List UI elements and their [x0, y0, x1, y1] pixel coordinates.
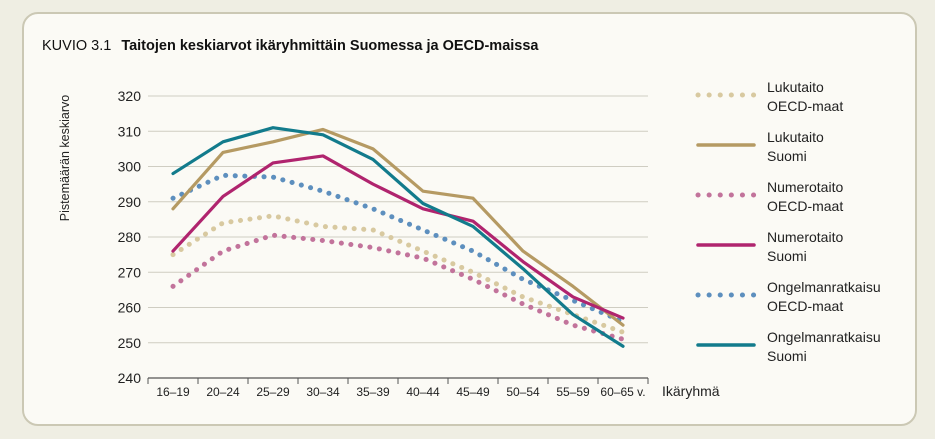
legend-item: Ongelmanratkaisu Suomi [696, 329, 881, 364]
x-tick-label: 20–24 [206, 385, 240, 399]
x-tick-label: 35–39 [356, 385, 390, 399]
x-tick-label: 25–29 [256, 385, 290, 399]
x-tick-label: 60–65 v. [600, 385, 645, 399]
series-line [170, 213, 626, 335]
y-axis-ticks: 240 250 260 270 280 290 300 310 320 [118, 88, 142, 386]
series-lines [170, 126, 626, 348]
x-axis-ticks: 16–19 20–24 25–29 30–34 35–39 40–44 45–49 50–54… [147, 378, 649, 399]
x-tick-label: 16–19 [156, 385, 190, 399]
legend-item: Lukutaito OECD-maat [695, 79, 843, 114]
y-tick-label: 310 [118, 123, 142, 139]
y-axis-label: Pistemäärän keskiarvo [58, 95, 72, 221]
legend-label: Ongelmanratkaisu [767, 329, 881, 345]
y-tick-label: 320 [118, 88, 142, 104]
series-line [170, 232, 626, 342]
legend: LukutaitoOECD-maatLukutaitoSuomiNumerota… [695, 79, 881, 364]
legend-label: Numerotaito [767, 229, 843, 245]
legend-label: Suomi [767, 248, 807, 264]
figure-number: KUVIO 3.1 [42, 38, 112, 54]
series-line [171, 126, 625, 348]
legend-label: Ongelmanratkaisu [767, 279, 881, 295]
figure-title-text: Taitojen keskiarvot ikäryhmittäin Suomes… [121, 38, 539, 54]
series-line [171, 154, 625, 320]
legend-label: Lukutaito [767, 129, 824, 145]
legend-label: OECD-maat [767, 198, 843, 214]
gridlines [148, 95, 648, 379]
legend-item: Numerotaito OECD-maat [695, 179, 843, 214]
legend-label: OECD-maat [767, 298, 843, 314]
legend-label: Suomi [767, 348, 807, 364]
figure-title: KUVIO 3.1 Taitojen keskiarvot ikäryhmittä… [42, 38, 539, 54]
legend-item: Ongelmanratkaisu OECD-maat [695, 279, 881, 314]
x-axis-label: Ikäryhmä [662, 383, 720, 399]
legend-label: Suomi [767, 148, 807, 164]
x-tick-label: 45–49 [456, 385, 490, 399]
y-tick-label: 250 [118, 335, 142, 351]
x-tick-label: 40–44 [406, 385, 440, 399]
legend-label: Lukutaito [767, 79, 824, 95]
y-tick-label: 280 [118, 229, 142, 245]
legend-label: Numerotaito [767, 179, 843, 195]
y-tick-label: 300 [118, 159, 142, 175]
y-tick-label: 290 [118, 194, 142, 210]
y-tick-label: 240 [118, 370, 142, 386]
x-tick-label: 30–34 [306, 385, 340, 399]
y-tick-label: 260 [118, 300, 142, 316]
legend-item: Lukutaito Suomi [696, 129, 824, 164]
series-line [171, 127, 625, 327]
x-tick-label: 55–59 [556, 385, 590, 399]
legend-label: OECD-maat [767, 98, 843, 114]
y-tick-label: 270 [118, 264, 142, 280]
legend-item: Numerotaito Suomi [696, 229, 843, 264]
x-tick-label: 50–54 [506, 385, 540, 399]
